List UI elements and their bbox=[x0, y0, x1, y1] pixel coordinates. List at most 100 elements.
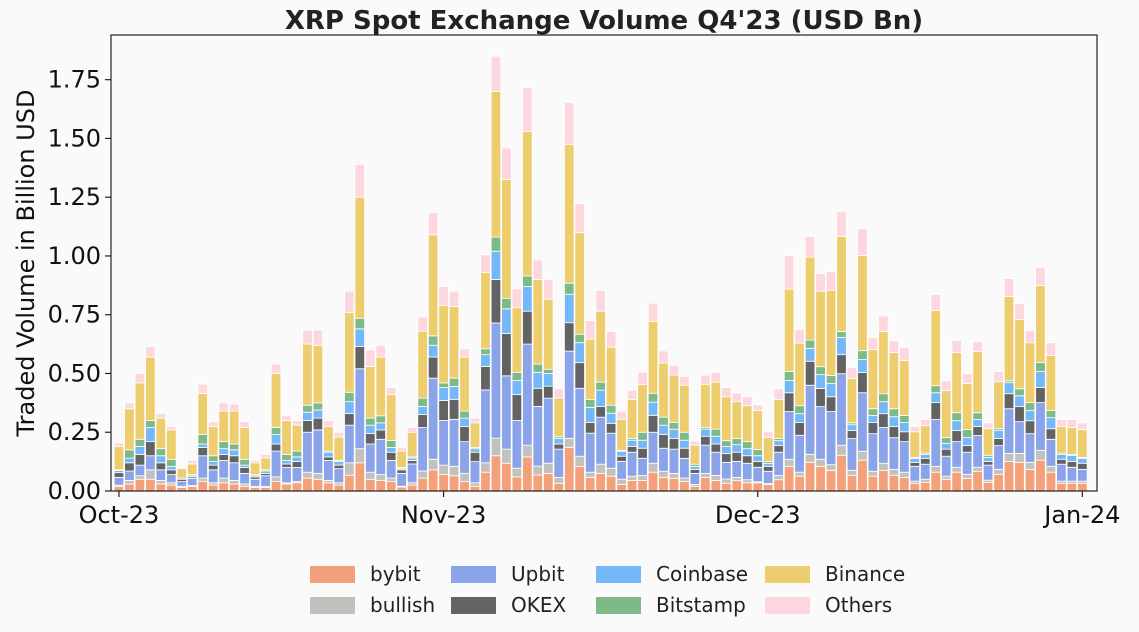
bar-okex-2023-10-02 bbox=[124, 462, 135, 472]
bar-bybit-2023-12-26 bbox=[1014, 461, 1025, 492]
bar-upbit-2023-12-04 bbox=[783, 411, 795, 460]
bar-upbit-2023-10-17 bbox=[281, 467, 292, 484]
bar-bullish-2023-11-30 bbox=[742, 479, 753, 484]
bar-okex-2023-10-24 bbox=[354, 346, 366, 370]
bar-bullish-2023-11-23 bbox=[668, 472, 680, 479]
bar-bybit-2023-12-29 bbox=[1045, 471, 1057, 492]
bar-okex-2023-11-02 bbox=[448, 398, 460, 420]
bar-bybit-2023-11-29 bbox=[731, 480, 742, 492]
bar-upbit-2023-10-14 bbox=[249, 478, 261, 487]
bar-others-2023-12-11 bbox=[857, 228, 868, 256]
bar-others-2023-11-21 bbox=[647, 302, 659, 322]
bar-okex-2023-11-27 bbox=[710, 443, 722, 453]
bar-bullish-2023-12-12 bbox=[867, 470, 879, 477]
bar-others-2023-10-09 bbox=[197, 383, 208, 394]
bar-bullish-2023-10-11 bbox=[218, 477, 229, 484]
bar-binance-2023-12-28 bbox=[1035, 285, 1046, 364]
bar-okex-2023-10-20 bbox=[312, 417, 324, 431]
bar-upbit-2023-11-06 bbox=[490, 322, 502, 439]
bar-others-2023-10-16 bbox=[270, 363, 282, 374]
bar-binance-2023-11-03 bbox=[459, 356, 470, 412]
legend-swatch bbox=[310, 597, 355, 614]
bar-bitstamp-2023-11-14 bbox=[574, 333, 585, 344]
bar-others-2023-11-05 bbox=[480, 254, 491, 273]
bar-bitstamp-2023-11-22 bbox=[658, 416, 669, 426]
bar-others-2023-12-15 bbox=[899, 347, 910, 361]
bar-okex-2023-11-16 bbox=[595, 405, 606, 418]
bar-bybit-2023-11-03 bbox=[459, 481, 470, 492]
bar-bybit-2023-10-23 bbox=[344, 474, 355, 492]
bar-binance-2023-12-14 bbox=[888, 352, 900, 410]
bar-upbit-2023-11-07 bbox=[501, 375, 512, 450]
bar-bitstamp-2023-11-23 bbox=[668, 421, 680, 430]
bar-bitstamp-2023-10-09 bbox=[197, 434, 208, 445]
bar-bitstamp-2023-11-20 bbox=[637, 431, 648, 441]
bar-coinbase-2023-11-29 bbox=[731, 444, 742, 453]
bar-bitstamp-2023-10-04 bbox=[145, 420, 156, 428]
bar-bullish-2023-10-24 bbox=[354, 448, 366, 464]
bar-binance-2023-12-10 bbox=[846, 378, 858, 424]
bar-okex-2023-12-10 bbox=[846, 430, 858, 439]
bar-upbit-2023-11-27 bbox=[710, 451, 722, 476]
bar-bybit-2023-11-14 bbox=[574, 465, 585, 492]
bar-coinbase-2023-12-16 bbox=[909, 457, 921, 463]
bar-binance-2023-11-29 bbox=[731, 401, 742, 439]
bar-bitstamp-2023-12-28 bbox=[1035, 362, 1046, 372]
bar-bybit-2023-10-30 bbox=[417, 477, 428, 492]
bar-okex-2023-12-18 bbox=[930, 402, 941, 420]
bar-upbit-2023-12-10 bbox=[846, 438, 858, 471]
bar-bitstamp-2023-12-20 bbox=[951, 412, 962, 422]
bar-upbit-2023-12-09 bbox=[836, 373, 847, 446]
bar-others-2023-11-24 bbox=[679, 375, 690, 386]
bar-coinbase-2023-12-28 bbox=[1035, 371, 1046, 388]
bar-binance-2023-12-13 bbox=[878, 331, 889, 395]
legend-item-coinbase: Coinbase bbox=[596, 562, 748, 586]
bar-bitstamp-2023-10-26 bbox=[375, 415, 386, 424]
bar-bybit-2023-11-26 bbox=[700, 476, 711, 492]
bar-okex-2023-11-12 bbox=[553, 443, 564, 450]
bar-binance-2023-12-07 bbox=[815, 290, 826, 368]
bar-bybit-2023-12-19 bbox=[940, 478, 952, 492]
bar-bybit-2023-12-12 bbox=[867, 475, 879, 492]
bar-okex-2023-12-03 bbox=[773, 445, 784, 453]
y-tick-label: 1.75 bbox=[48, 66, 101, 94]
bar-binance-2023-11-25 bbox=[689, 444, 701, 465]
bar-binance-2023-10-07 bbox=[176, 468, 188, 479]
bar-bitstamp-2023-12-06 bbox=[804, 339, 816, 349]
legend-label: Binance bbox=[825, 562, 905, 586]
bar-upbit-2023-11-02 bbox=[448, 418, 460, 467]
bar-upbit-2023-11-28 bbox=[721, 461, 732, 480]
legend-item-upbit: Upbit bbox=[451, 562, 565, 586]
bar-coinbase-2023-10-16 bbox=[270, 434, 282, 445]
bar-binance-2023-11-22 bbox=[658, 362, 669, 418]
bar-others-2023-12-14 bbox=[888, 340, 900, 353]
bar-binance-2023-11-18 bbox=[616, 418, 627, 451]
legend-item-okex: OKEX bbox=[451, 593, 566, 617]
bar-okex-2023-12-11 bbox=[857, 372, 868, 394]
bar-coinbase-2023-11-27 bbox=[710, 435, 722, 445]
bar-upbit-2023-10-30 bbox=[417, 427, 428, 472]
bar-okex-2023-10-22 bbox=[333, 464, 345, 470]
bar-bybit-2023-10-02 bbox=[124, 483, 135, 492]
bar-okex-2023-10-13 bbox=[239, 467, 250, 474]
bar-bybit-2023-11-01 bbox=[438, 474, 449, 492]
bar-binance-2023-11-19 bbox=[626, 398, 638, 439]
bar-others-2023-12-31 bbox=[1066, 419, 1078, 428]
bar-okex-2023-11-14 bbox=[574, 362, 585, 389]
bar-okex-2023-12-20 bbox=[951, 430, 962, 443]
bar-bitstamp-2023-11-01 bbox=[438, 382, 449, 388]
bar-binance-2023-11-15 bbox=[584, 338, 596, 400]
bar-binance-2023-12-16 bbox=[909, 431, 921, 459]
bar-coinbase-2023-12-23 bbox=[982, 456, 994, 462]
bar-binance-2023-10-27 bbox=[385, 394, 397, 441]
bar-bybit-2023-10-13 bbox=[239, 485, 250, 492]
bar-others-2023-11-11 bbox=[543, 279, 554, 300]
bar-bybit-2023-10-05 bbox=[155, 483, 167, 492]
bar-bybit-2023-11-09 bbox=[522, 456, 533, 492]
bar-others-2023-10-17 bbox=[281, 415, 292, 421]
bar-others-2023-12-24 bbox=[993, 371, 1004, 383]
bar-binance-2023-11-09 bbox=[522, 130, 533, 277]
bar-bybit-2023-10-22 bbox=[333, 484, 345, 492]
bar-bybit-2023-11-25 bbox=[689, 485, 701, 492]
bar-others-2023-10-27 bbox=[385, 387, 397, 396]
